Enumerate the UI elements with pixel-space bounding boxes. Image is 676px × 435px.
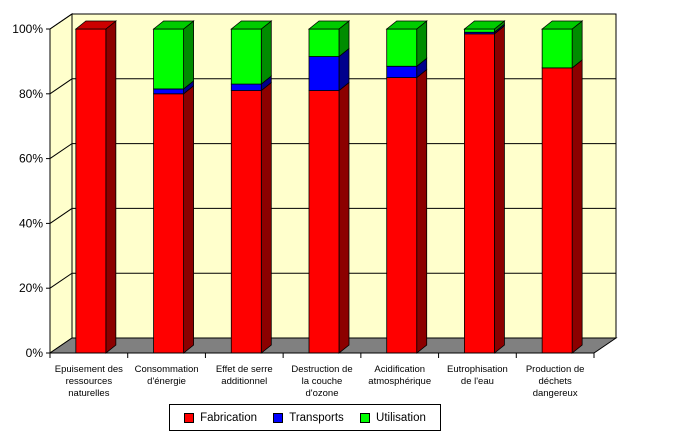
bar-fabrication-effet-de-serre-additionnel-side — [260, 81, 272, 354]
bar-utilisation-acidification-atmosph-rique-top — [385, 20, 428, 30]
bar-fabrication-epuisement-des-ressources-naturelles-side — [105, 20, 117, 354]
x-category-label-epuisement-des-ressources-naturelles: Epuisement des ressources naturelles — [55, 364, 123, 399]
bar-utilisation-production-de-d-chets-dangereux — [541, 28, 573, 69]
bar-stack-effet-de-serre-additionnel — [230, 20, 273, 354]
x-category-label-line: Acidification — [374, 364, 425, 375]
x-category-label-line: ressources — [66, 376, 113, 387]
bar-fabrication-production-de-d-chets-dangereux-side — [571, 59, 583, 354]
x-category-label-line: déchets — [539, 376, 573, 387]
axes — [49, 29, 595, 358]
x-category-label-line: Effet de serre — [216, 364, 273, 375]
bar-fabrication-destruction-de-la-couche-d-ozone-side — [338, 81, 350, 354]
bar-utilisation-effet-de-serre-additionnel — [230, 28, 262, 85]
bar-fabrication-acidification-atmosph-rique-side — [416, 68, 428, 354]
bar-transports-acidification-atmosph-rique — [386, 65, 418, 79]
x-category-label-line: naturelles — [68, 388, 109, 399]
gridline — [49, 13, 616, 30]
bar-fabrication-acidification-atmosph-rique — [386, 77, 418, 354]
x-category-label-production-de-d-chets-dangereux: Production de déchets dangereux — [526, 364, 585, 399]
y-tick-label: 60% — [19, 152, 43, 166]
gridline — [49, 143, 616, 160]
bar-utilisation-consommation-d-nergie-top — [152, 20, 195, 30]
bar-utilisation-destruction-de-la-couche-d-ozone-top — [307, 20, 351, 30]
bar-fabrication-effet-de-serre-additionnel — [230, 90, 262, 354]
y-tick-label: 40% — [19, 216, 43, 230]
x-category-label-acidification-atmosph-rique: Acidification atmosphérique — [368, 364, 431, 387]
bar-utilisation-production-de-d-chets-dangereux-top — [541, 20, 584, 30]
legend-item-fabrication: Fabrication — [184, 412, 257, 424]
x-category-label-line: d'énergie — [147, 376, 186, 387]
y-tick-labels: 0% 20% 40% 60% 80% 100% — [12, 22, 43, 360]
x-category-label-line: additionnel — [221, 376, 267, 387]
bar-stack-acidification-atmosph-rique — [385, 20, 428, 354]
legend-label-transports: Transports — [289, 411, 344, 424]
y-tick-label: 100% — [12, 22, 43, 36]
legend-swatch-transports — [273, 412, 284, 423]
legend-label-fabrication: Fabrication — [200, 411, 257, 424]
bar-utilisation-effet-de-serre-additionnel-side — [260, 20, 272, 85]
bar-fabrication-destruction-de-la-couche-d-ozone — [308, 90, 340, 354]
bar-transports-effet-de-serre-additionnel — [230, 83, 262, 91]
x-category-label-line: la couche — [302, 376, 343, 387]
gridline — [49, 272, 616, 289]
bar-fabrication-eutrophisation-de-l-eau-side — [494, 25, 505, 354]
x-category-label-eutrophisation-de-l-eau: Eutrophisation de l'eau — [447, 364, 508, 387]
bar-transports-consommation-d-nergie — [153, 88, 184, 95]
bar-fabrication-production-de-d-chets-dangereux — [541, 67, 573, 354]
bar-stack-eutrophisation-de-l-eau — [463, 20, 506, 354]
bar-utilisation-acidification-atmosph-rique — [386, 28, 418, 67]
x-category-label-effet-de-serre-additionnel: Effet de serre additionnel — [216, 364, 273, 387]
legend-swatch-fabrication — [184, 412, 195, 423]
x-category-label-consommation-d-nergie: Consommation d'énergie — [135, 364, 199, 387]
x-category-label-line: Consommation — [135, 364, 199, 375]
y-tick-label: 0% — [26, 346, 44, 360]
bar-transports-destruction-de-la-couche-d-ozone — [308, 56, 340, 91]
x-category-label-line: de l'eau — [461, 376, 494, 387]
legend: Fabrication Transports Utilisation — [169, 404, 441, 431]
x-category-label-line: Eutrophisation — [447, 364, 508, 375]
bars — [74, 20, 584, 354]
legend-item-transports: Transports — [273, 412, 344, 424]
legend-label-utilisation: Utilisation — [376, 411, 426, 424]
gridline — [49, 78, 616, 95]
bar-fabrication-eutrophisation-de-l-eau — [464, 33, 495, 354]
y-tick-label: 80% — [19, 87, 43, 101]
bar-stack-epuisement-des-ressources-naturelles — [74, 20, 117, 354]
bar-stack-consommation-d-nergie — [152, 20, 195, 354]
bar-utilisation-consommation-d-nergie-side — [183, 20, 194, 90]
bar-utilisation-eutrophisation-de-l-eau-top — [463, 20, 506, 30]
bar-utilisation-effet-de-serre-additionnel-top — [230, 20, 273, 30]
bar-fabrication-consommation-d-nergie — [153, 93, 184, 354]
x-category-labels: Epuisement des ressources naturelles Consom… — [55, 364, 585, 399]
bar-utilisation-destruction-de-la-couche-d-ozone — [308, 28, 340, 57]
x-category-label-line: Epuisement des — [55, 364, 123, 375]
legend-swatch-utilisation — [360, 412, 371, 423]
gridlines — [46, 13, 616, 354]
x-category-label-line: d'ozone — [306, 388, 339, 399]
bar-fabrication-epuisement-des-ressources-naturelles — [75, 28, 107, 354]
y-tick-label: 20% — [19, 281, 43, 295]
bar-utilisation-eutrophisation-de-l-eau — [464, 28, 495, 33]
bar-utilisation-consommation-d-nergie — [153, 28, 184, 90]
x-category-label-line: dangereux — [533, 388, 578, 399]
bar-stack-production-de-d-chets-dangereux — [541, 20, 584, 354]
bar-fabrication-consommation-d-nergie-side — [183, 84, 194, 354]
legend-item-utilisation: Utilisation — [360, 412, 426, 424]
x-category-label-line: atmosphérique — [368, 376, 431, 387]
side-wall — [49, 13, 73, 354]
bar-fabrication-epuisement-des-ressources-naturelles-top — [74, 20, 117, 30]
x-category-label-destruction-de-la-couche-d-ozone: Destruction de la couche d'ozone — [291, 364, 352, 399]
gridline — [49, 207, 616, 224]
x-category-label-line: Destruction de — [291, 364, 352, 375]
x-category-label-line: Production de — [526, 364, 585, 375]
bar-stack-destruction-de-la-couche-d-ozone — [307, 20, 351, 354]
